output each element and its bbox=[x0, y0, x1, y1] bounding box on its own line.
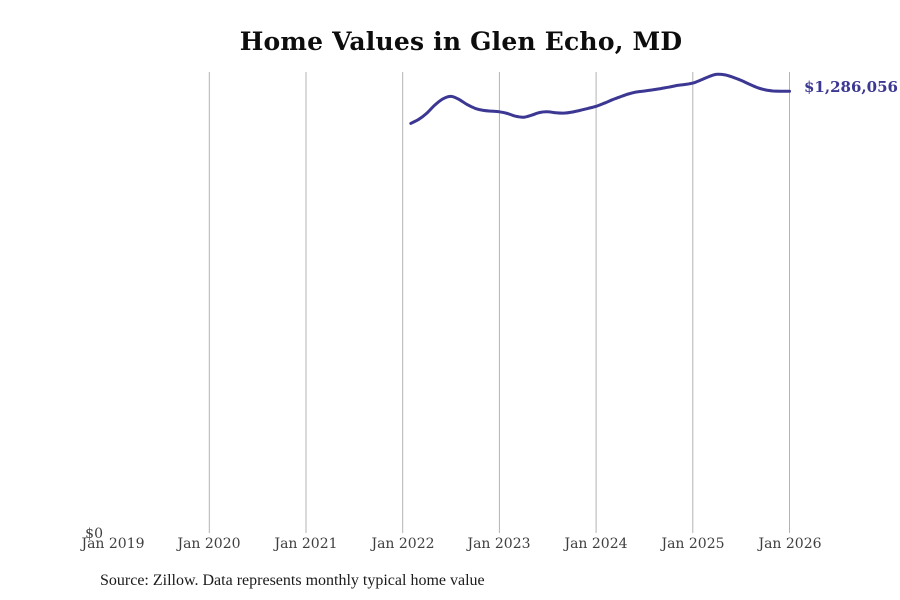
x-tick-label-jan-2022: Jan 2022 bbox=[371, 536, 435, 552]
y-axis-tick-label-zero: $0 bbox=[85, 526, 103, 542]
chart-title: Home Values in Glen Echo, MD bbox=[239, 27, 683, 56]
x-tick-label-jan-2024: Jan 2024 bbox=[564, 536, 628, 552]
end-value-label: $1,286,056 bbox=[804, 78, 898, 96]
source-note: Source: Zillow. Data represents monthly … bbox=[100, 572, 485, 589]
x-tick-label-jan-2025: Jan 2025 bbox=[661, 536, 725, 552]
x-tick-label-jan-2019: Jan 2019 bbox=[81, 536, 145, 552]
x-tick-label-jan-2026: Jan 2026 bbox=[758, 536, 822, 552]
home-value-line-series bbox=[409, 72, 791, 125]
x-tick-label-jan-2020: Jan 2020 bbox=[177, 536, 241, 552]
x-tick-label-jan-2023: Jan 2023 bbox=[467, 536, 531, 552]
x-tick-label-jan-2021: Jan 2021 bbox=[274, 536, 338, 552]
